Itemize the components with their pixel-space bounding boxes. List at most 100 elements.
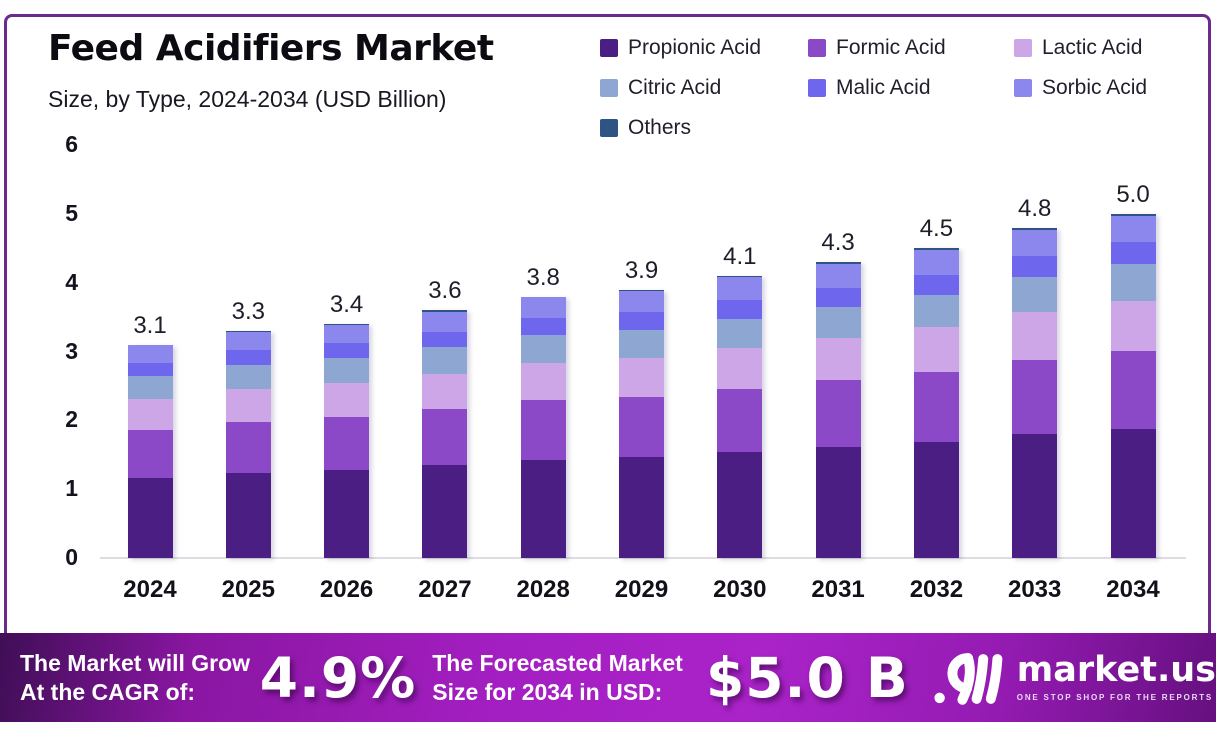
bar-segment-malic-acid [1012,255,1058,278]
cagr-value: 4.9% [259,645,417,710]
bar-segment-lactic-acid [717,348,763,389]
legend-swatch-icon [600,79,618,97]
bar-segment-sorbic-acid [520,297,566,318]
bar-segment-lactic-acid [520,362,566,401]
bar-segment-citric-acid [422,347,468,374]
legend-label: Propionic Acid [628,36,762,59]
bar-segment-citric-acid [619,329,664,358]
bar-segment-sorbic-acid [815,264,861,288]
bar-segment-malic-acid [127,362,173,377]
bar-segment-others [913,248,959,251]
bar-segment-propionic-acid [1110,428,1156,558]
bar-segment-propionic-acid [422,465,468,558]
bar-segment-lactic-acid [815,337,861,381]
bar-segment-citric-acid [717,318,763,349]
stacked-bar-2032 [913,248,959,558]
bar-segment-others [324,324,370,325]
bar-segment-propionic-acid [913,441,959,558]
bar-segment-propionic-acid [225,472,271,558]
bar-segment-formic-acid [717,388,763,452]
bar-segment-formic-acid [815,380,861,448]
bar-segment-others [422,310,468,312]
stacked-bar-2026 [324,324,370,558]
stacked-bar-2029 [619,289,664,558]
y-tick-label: 0 [65,544,78,570]
stacked-bar-2028 [520,296,566,558]
marketus-swirl-icon [934,652,1003,705]
y-tick-label: 3 [65,337,78,364]
bar-total-label: 3.8 [526,263,560,291]
bar-segment-propionic-acid [619,457,664,558]
bar-segment-sorbic-acid [225,332,271,351]
bar-total-label: 4.5 [919,215,954,243]
legend-label: Formic Acid [836,36,946,59]
legend-item: Lactic Acid [1014,36,1214,60]
bar-segment-others [520,296,566,298]
bottom-banner: The Market will Grow At the CAGR of: 4.9… [0,633,1216,722]
bar-segment-sorbic-acid [913,250,959,276]
bar-total-label: 3.6 [428,277,462,305]
bar-total-label: 4.3 [821,229,855,257]
bar-segment-citric-acid [520,335,566,363]
stacked-bar-2025 [225,330,271,558]
brand-tagline: ONE STOP SHOP FOR THE REPORTS [1016,693,1214,702]
cagr-label-line1: The Market will Grow [20,649,251,676]
legend-item: Formic Acid [808,36,1014,60]
bar-segment-malic-acid [815,287,861,307]
x-axis-label-2028: 2028 [516,576,570,603]
x-axis-label-2032: 2032 [909,576,964,603]
page-subtitle: Size, by Type, 2024-2034 (USD Billion) [48,86,447,112]
bar-segment-others [717,275,763,278]
bar-segment-citric-acid [1012,277,1058,312]
bar-segment-propionic-acid [717,451,763,558]
bar-total-label: 3.9 [624,256,659,284]
y-tick-label: 4 [65,268,78,295]
bar-segment-lactic-acid [913,327,959,373]
bar-segment-malic-acid [913,275,959,296]
bar-segment-lactic-acid [127,399,173,430]
bar-segment-formic-acid [619,396,664,458]
bar-segment-sorbic-acid [422,311,468,332]
bar-segment-formic-acid [422,409,468,466]
legend-label: Malic Acid [836,76,931,99]
bar-segment-malic-acid [225,350,271,365]
bar-segment-sorbic-acid [619,291,664,313]
bar-segment-formic-acid [913,372,959,442]
bar-segment-citric-acid [324,358,370,384]
brand-name: market.us [1016,650,1216,690]
legend-swatch-icon [1014,39,1032,57]
legend-item: Sorbic Acid [1014,76,1214,100]
x-axis-label-2029: 2029 [614,576,669,603]
legend-label: Others [628,116,692,139]
bar-segment-others [619,289,664,292]
forecast-label-line1: The Forecasted Market [432,649,683,676]
legend-swatch-icon [808,39,826,57]
y-tick-label: 1 [65,475,78,502]
y-tick-label: 6 [65,131,78,158]
bar-total-label: 3.3 [231,297,265,325]
legend-label: Sorbic Acid [1042,76,1148,99]
bar-segment-formic-acid [225,421,271,473]
x-axis-label-2027: 2027 [418,576,472,603]
bar-segment-sorbic-acid [324,324,370,344]
bar-segment-citric-acid [913,295,959,328]
brand-text: market.us ONE STOP SHOP FOR THE REPORTS [1016,650,1216,703]
bar-total-label: 5.0 [1116,181,1150,208]
bar-segment-formic-acid [1012,359,1058,435]
legend-swatch-icon [600,119,618,137]
x-axis-line [100,557,1186,559]
legend-swatch-icon [1014,79,1032,97]
legend-item: Others [600,116,808,140]
legend-item: Citric Acid [600,76,808,100]
bar-segment-others [1110,214,1156,217]
x-axis-label-2031: 2031 [811,576,865,603]
bar-segment-sorbic-acid [127,345,173,363]
bar-segment-malic-acid [520,317,566,336]
x-axis-label-2026: 2026 [319,576,374,603]
cagr-label-line2: At the CAGR of: [20,678,196,705]
bar-segment-lactic-acid [422,373,468,410]
bar-segment-propionic-acid [324,469,370,558]
bar-segment-sorbic-acid [1012,229,1058,256]
stacked-bar-2030 [717,275,763,558]
